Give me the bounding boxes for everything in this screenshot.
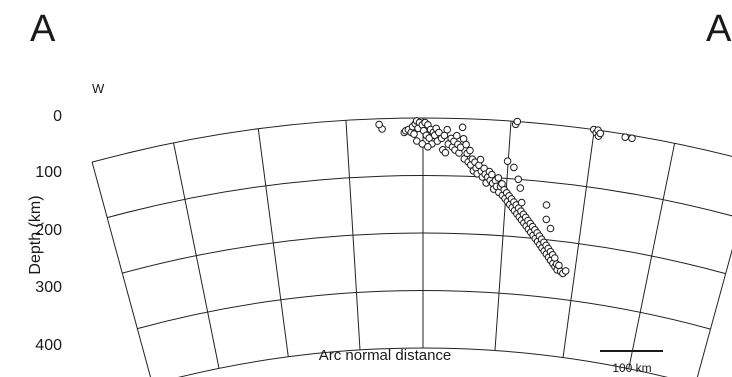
- hypocenter-point: [596, 129, 605, 138]
- y-tick-label-200: 200: [35, 222, 62, 239]
- direction-label-w: W: [92, 81, 105, 96]
- earthquake-hypocenters: [375, 117, 636, 278]
- hypocenter-point: [494, 174, 503, 182]
- curved-depth-grid: [91, 117, 732, 377]
- grid-arc-100: [107, 175, 732, 219]
- hypocenter-point: [542, 201, 551, 209]
- hypocenter-point: [517, 198, 526, 207]
- hypocenter-point: [621, 133, 630, 141]
- hypocenter-point: [375, 120, 383, 129]
- hypocenter-point: [462, 140, 470, 149]
- hypocenter-point: [503, 157, 512, 165]
- panel-label-a: A: [30, 8, 56, 50]
- hypocenter-point: [441, 148, 450, 157]
- hypocenter-point: [510, 163, 518, 172]
- grid-radial-8: [696, 248, 732, 377]
- grid-arc-400: [177, 347, 668, 377]
- hypocenter-point: [514, 175, 523, 184]
- hypocenter-point: [476, 155, 485, 164]
- hypocenter-point: [628, 134, 636, 143]
- hypocenter-point: [561, 267, 570, 275]
- grid-radial-7: [628, 143, 676, 369]
- grid-arc-300: [137, 290, 711, 330]
- hypocenter-point: [453, 131, 461, 140]
- grid-radial-0: [91, 162, 152, 377]
- scale-bar-label: 100 km: [612, 361, 651, 375]
- y-axis-label: Depth (km): [27, 195, 44, 274]
- x-axis-label: Arc normal distance: [319, 347, 452, 364]
- grid-radial-3: [345, 120, 361, 350]
- y-tick-label-100: 100: [35, 164, 62, 181]
- hypocenter-point: [424, 143, 432, 151]
- grid-arc-0: [91, 117, 732, 163]
- grid-radial-6: [562, 129, 595, 358]
- y-tick-label-0: 0: [53, 108, 62, 125]
- grid-radial-1: [173, 142, 220, 369]
- hypocenter-point: [516, 184, 525, 192]
- y-tick-label-300: 300: [35, 279, 62, 296]
- hypocenter-point: [542, 215, 551, 224]
- hypocenter-point: [410, 130, 418, 138]
- hypocenter-point: [488, 170, 496, 179]
- hypocenter-point: [466, 146, 474, 155]
- hypocenter-point: [513, 117, 522, 126]
- panel-label-a-right: A: [706, 8, 732, 50]
- hypocenter-point: [458, 123, 467, 132]
- grid-arc-200: [122, 232, 726, 275]
- grid-radial-2: [257, 128, 289, 357]
- y-tick-label-400: 400: [35, 337, 62, 354]
- hypocenter-point: [546, 224, 555, 233]
- hypocenter-point: [443, 125, 452, 134]
